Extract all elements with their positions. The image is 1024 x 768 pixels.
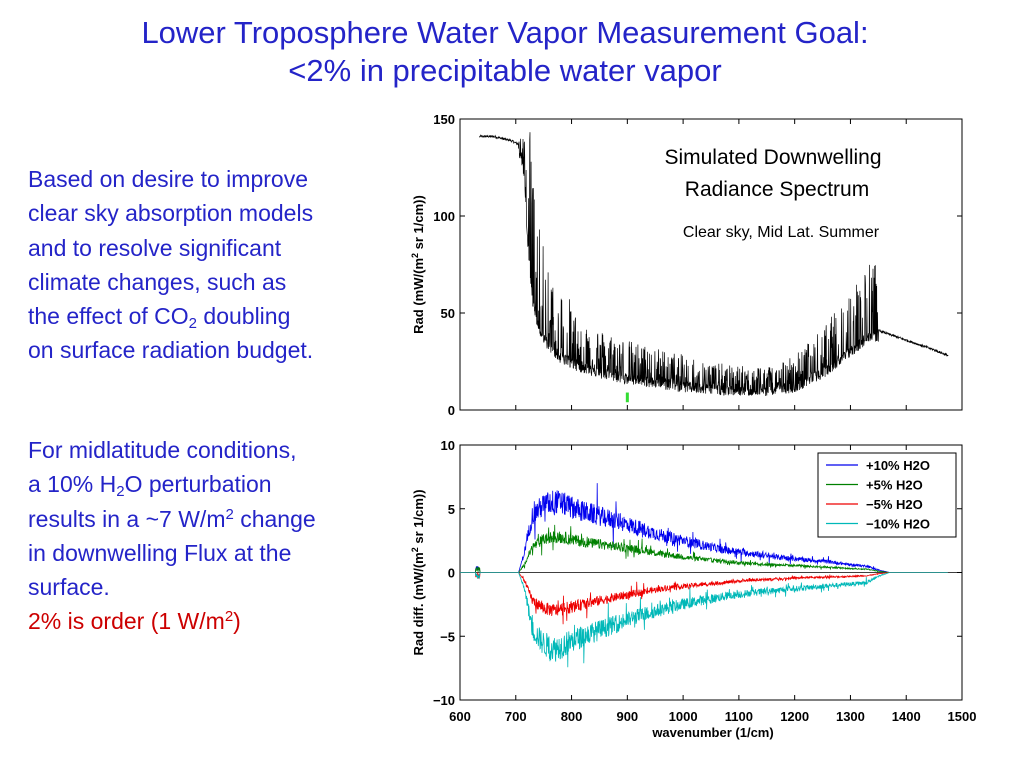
para2-line-6-text: 2% is order (1 W/m (28, 608, 225, 635)
difference-x-tick-label: 1100 (725, 709, 753, 724)
motivation-paragraph: Based on desire to improve clear sky abs… (28, 162, 388, 368)
para1-line-6: on surface radiation budget. (28, 337, 314, 364)
difference-y-tick-label: 0 (448, 566, 455, 581)
difference-x-axis-label: wavenumber (1/cm) (651, 725, 773, 740)
radiance-annotation-line-3: Clear sky, Mid Lat. Summer (683, 224, 880, 241)
radiance-y-tick-label: 50 (441, 306, 455, 321)
para2-line-2-tail: O perturbation (124, 471, 272, 498)
perturbation-paragraph: For midlatitude conditions, a 10% H2O pe… (28, 433, 388, 639)
difference-chart: 600 700 800 900 1000 1100 1200 1300 1400 1500 −10 −… (410, 438, 976, 740)
difference-x-tick-label: 1400 (892, 709, 921, 724)
difference-x-tick-label: 600 (449, 709, 471, 724)
para2-line-2: a 10% H2O perturbation (28, 467, 388, 501)
para1-line-5: the effect of CO2 doubling (28, 299, 388, 333)
difference-y-tick-label: −10 (433, 693, 455, 708)
radiance-marker (625, 392, 629, 403)
radiance-annotation-line-2: Radiance Spectrum (685, 178, 869, 201)
difference-x-tick-label: 900 (616, 709, 638, 724)
para1-line-3: and to resolve significant (28, 234, 282, 261)
difference-series-line (460, 572, 948, 625)
difference-y-tick-label: 5 (448, 502, 455, 517)
difference-legend: +10% H2O +5% H2O −5% H2O −10% H2O (817, 452, 957, 538)
para2-line-3-tail: change (233, 505, 316, 532)
difference-x-tick-label: 800 (561, 709, 583, 724)
difference-x-tick-label: 1200 (780, 709, 809, 724)
para2-line-3: results in a ~7 W/m2 change (28, 502, 388, 536)
h2o-subscript: 2 (116, 483, 125, 501)
para2-line-6: 2% is order (1 W/m2) (28, 604, 388, 638)
para1-line-4: climate changes, such as (28, 268, 287, 295)
difference-series-line (460, 483, 948, 573)
para2-line-5: surface. (28, 574, 110, 601)
radiance-y-axis-label: Rad (mW/(m2 sr 1/cm)) (410, 195, 426, 334)
radiance-annotation-line-1: Simulated Downwelling (664, 146, 881, 169)
para2-line-1: For midlatitude conditions, (28, 437, 297, 463)
m2-superscript: 2 (225, 505, 234, 523)
para1-line-1: Based on desire to improve (28, 166, 308, 192)
para2-line-4: in downwelling Flux at the (28, 539, 292, 566)
legend-label: −10% H2O (866, 517, 930, 532)
radiance-y-tick-label: 150 (433, 112, 455, 127)
radiance-spectrum-line (479, 132, 949, 397)
para1-line-5-tail: doubling (197, 303, 291, 330)
difference-y-tick-label: −5 (440, 629, 455, 644)
title-line-1: Lower Troposphere Water Vapor Measuremen… (141, 15, 869, 50)
legend-label: +10% H2O (866, 458, 930, 473)
para1-line-5-text: the effect of CO (28, 303, 189, 330)
difference-series-line (460, 524, 948, 573)
difference-series-line (460, 572, 948, 668)
co2-subscript: 2 (188, 315, 198, 333)
para2-line-2-text: a 10% H (28, 471, 117, 498)
radiance-chart: 0 50 100 150 Rad (mW/(m2 sr 1/cm)) Simulated … (410, 112, 963, 418)
radiance-y-tick-label: 100 (433, 209, 455, 224)
difference-x-tick-label: 1500 (948, 709, 977, 724)
para2-line-6-tail: ) (233, 608, 241, 635)
difference-y-axis-label: Rad diff. (mW/(m2 sr 1/cm)) (410, 489, 426, 655)
title-line-2: <2% in precipitable water vapor (288, 53, 722, 88)
radiance-y-tick-label: 0 (448, 403, 455, 418)
difference-x-tick-label: 1300 (836, 709, 865, 724)
difference-x-tick-label: 1000 (669, 709, 698, 724)
legend-box (817, 452, 957, 538)
slide-title: Lower Troposphere Water Vapor Measuremen… (0, 14, 1010, 90)
radiance-plot-frame (459, 118, 963, 411)
m2-superscript-2: 2 (224, 608, 234, 626)
para2-line-3-text: results in a ~7 W/m (28, 505, 226, 532)
difference-y-tick-label: 10 (441, 438, 455, 453)
para1-line-2: clear sky absorption models (28, 200, 314, 227)
legend-label: −5% H2O (866, 497, 923, 512)
legend-label: +5% H2O (866, 478, 923, 493)
difference-x-tick-label: 700 (505, 709, 527, 724)
